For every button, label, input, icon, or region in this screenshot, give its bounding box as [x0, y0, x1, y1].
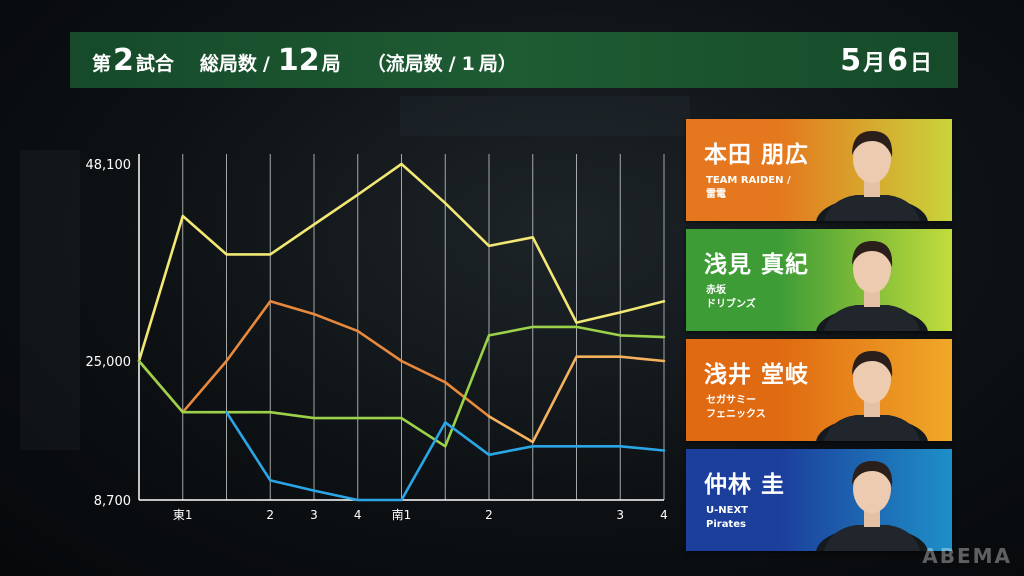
player-name: 仲林 圭 — [704, 472, 786, 498]
background-panel — [20, 150, 80, 450]
total-rounds-label: 総局数 — [199, 52, 257, 75]
player-card: 浅井 堂岐セガサミー フェニックス — [686, 339, 952, 441]
background-panel — [400, 96, 690, 136]
player-team: 赤坂 ドリブンズ — [706, 285, 756, 310]
series-line-4 — [225, 410, 666, 502]
player-photo — [810, 339, 952, 441]
match-date: 5 月 6 日 — [838, 43, 932, 78]
game-number: 2 — [113, 42, 134, 78]
date-day-unit: 日 — [909, 50, 932, 76]
player-team: セガサミー フェニックス — [706, 395, 766, 420]
draw-label: （流局数 — [366, 52, 443, 75]
date-day: 6 — [887, 42, 908, 78]
player-photo — [810, 229, 952, 331]
x-tick-label: 南1 — [392, 507, 412, 522]
player-photo — [810, 119, 952, 221]
player-card: 仲林 圭 U-NEXT Pirates — [686, 449, 952, 551]
separator: / — [448, 52, 456, 75]
player-name: 浅見 真紀 — [704, 252, 810, 278]
game-prefix: 第 — [92, 52, 112, 75]
player-name: 浅井 堂岐 — [704, 362, 810, 388]
x-tick-label: 4 — [354, 508, 362, 522]
abema-watermark: ABEMA — [922, 544, 1012, 568]
total-rounds-number: 12 — [277, 42, 320, 78]
player-team: TEAM RAIDEN / 雷電 — [706, 175, 791, 200]
x-tick-label: 2 — [485, 508, 493, 522]
y-tick-label: 8,700 — [94, 494, 131, 509]
y-tick-label: 25,000 — [86, 355, 132, 370]
player-name: 本田 朋広 — [704, 142, 810, 168]
draw-number: 1 — [461, 52, 475, 75]
x-tick-label: 3 — [310, 508, 318, 522]
series-line-0 — [137, 162, 666, 363]
date-month: 5 — [840, 42, 862, 78]
player-card: 浅見 真紀赤坂 ドリブンズ — [686, 229, 952, 331]
x-tick-label: 東1 — [173, 508, 193, 522]
draw-unit: 局） — [478, 52, 517, 75]
player-card: 本田 朋広 TEAM RAIDEN / 雷電 — [686, 119, 952, 221]
series-line-2 — [487, 355, 666, 444]
x-tick-label: 2 — [266, 508, 274, 522]
total-rounds-unit: 局 — [321, 52, 341, 75]
score-chart: 48,100 25,000 8,700 東1 2 3 4 南1 2 3 4 — [86, 154, 668, 522]
y-tick-label: 48,100 — [86, 158, 132, 173]
game-suffix: 試合 — [135, 52, 174, 75]
series-line-1 — [137, 299, 491, 418]
player-photo — [810, 449, 952, 551]
x-tick-label: 4 — [660, 508, 668, 522]
separator: / — [262, 52, 270, 75]
player-team: U-NEXT Pirates — [706, 505, 749, 530]
x-tick-label: 3 — [616, 508, 624, 522]
date-month-unit: 月 — [863, 50, 886, 76]
match-header: 第 2 試合 総局数 / 12 局 （流局数 / 1 局） 5 月 6 日 — [70, 32, 958, 88]
match-info: 第 2 試合 総局数 / 12 局 （流局数 / 1 局） — [92, 43, 517, 78]
